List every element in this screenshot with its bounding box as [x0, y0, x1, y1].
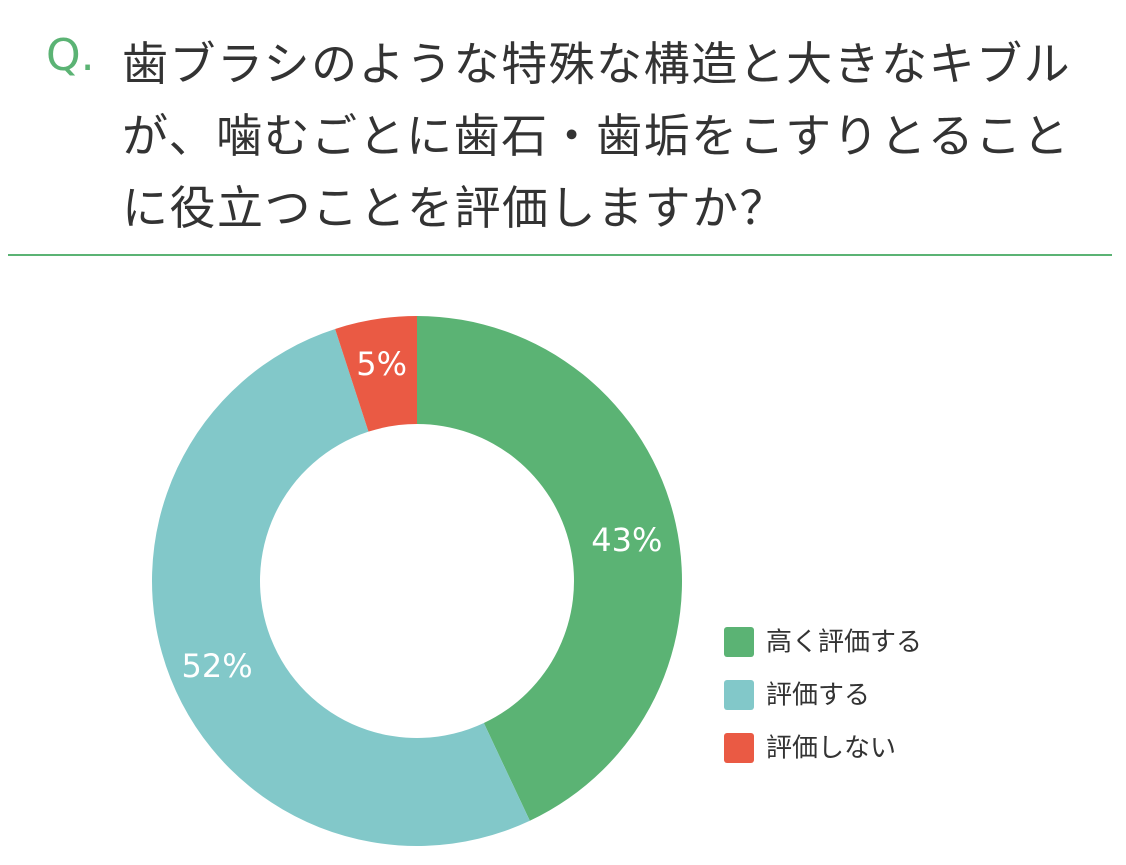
legend-swatch — [724, 627, 754, 657]
legend-label: 高く評価する — [766, 628, 922, 658]
legend-label: 評価する — [766, 681, 870, 711]
value-label: 43% — [591, 521, 662, 559]
legend-swatch — [724, 680, 754, 710]
question-label: Q. — [46, 30, 95, 81]
legend-label: 評価しない — [766, 734, 896, 764]
donut-slice — [417, 316, 682, 821]
value-label: 52% — [182, 647, 253, 685]
divider — [8, 254, 1112, 256]
chart-title: 歯ブラシのような特殊な構造と大きなキブルが、噛むごとに歯石・歯垢をこすりとること… — [122, 37, 1072, 235]
donut-slice — [335, 316, 417, 432]
legend-swatch — [724, 733, 754, 763]
donut-slice — [152, 328, 530, 846]
value-label: 5% — [356, 345, 407, 383]
